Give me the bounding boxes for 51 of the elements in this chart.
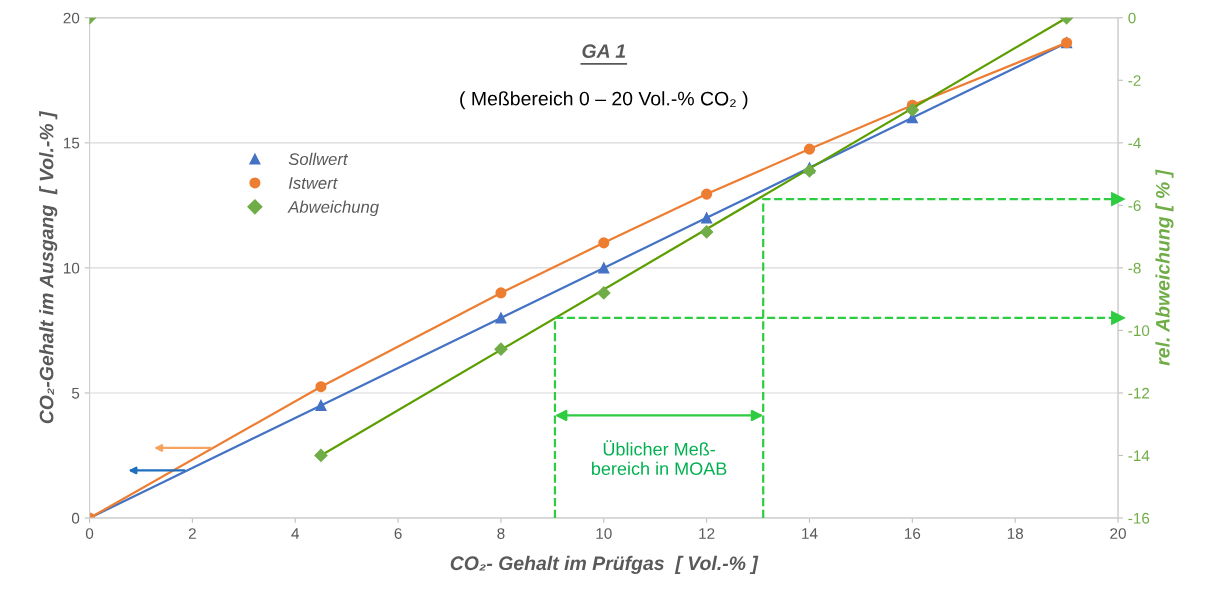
y2-tick-label: -14 [1128,450,1150,462]
point [597,286,611,300]
y-tick-label: 20 [63,12,80,24]
y2-tick-label: -12 [1128,387,1150,399]
y2-tick-label: 0 [1128,12,1136,24]
point [1111,192,1125,207]
y-tick-label: 5 [71,387,80,399]
point [701,188,713,200]
point [598,262,610,274]
y-tick-label: 10 [63,262,80,274]
y2-tick-label: -6 [1128,200,1141,212]
y2-tick-label: -10 [1128,325,1150,337]
x-tick-label: 14 [802,528,818,539]
x-tick-label: 8 [497,528,505,539]
x-tick-label: 16 [905,528,921,539]
y-tick-label: 15 [63,137,80,149]
y2-tick-label: -8 [1128,262,1141,274]
text: GA 1 [582,44,626,58]
point [598,237,610,249]
x-axis-title: CO₂- Gehalt im Prüfgas [ Vol.-% ] [450,555,759,574]
x-tick-label: 20 [1110,528,1126,539]
point [495,287,507,299]
x-tick-label: 12 [699,528,715,539]
point [494,342,508,356]
y-axis-title: CO₂-Gehalt im Ausgang [ Vol.-% ] [39,110,58,424]
x-tick-label: 10 [596,528,612,539]
x-tick-label: 0 [85,528,94,539]
legend-label: Sollwert [288,152,349,166]
x-tick-label: 18 [1007,528,1024,539]
y2-tick-label: -16 [1128,512,1150,524]
point [701,212,713,224]
point [905,103,919,117]
x-tick-label: 2 [188,528,196,539]
legend-label: Abweichung [287,200,379,217]
y-tick-label: 0 [71,512,80,524]
point [315,399,327,412]
y2-tick-label: -4 [1128,137,1141,149]
y2-axis-title: rel. Abweichung [ % ] [1155,169,1174,366]
point [495,312,507,324]
legend-label: Istwert [288,177,338,189]
point [802,164,817,178]
point [803,143,816,155]
x-tick-label: 4 [291,528,300,539]
x-tick-label: 6 [394,528,402,539]
point [315,381,327,393]
text: ( Meßbereich 0 – 20 Vol.-% CO₂ ) [460,91,748,110]
y2-tick-label: -2 [1128,75,1141,86]
annotation: Üblicher Meß- bereich in MOAB [592,440,727,476]
point [314,448,328,463]
point [700,225,714,239]
point [1111,310,1125,325]
